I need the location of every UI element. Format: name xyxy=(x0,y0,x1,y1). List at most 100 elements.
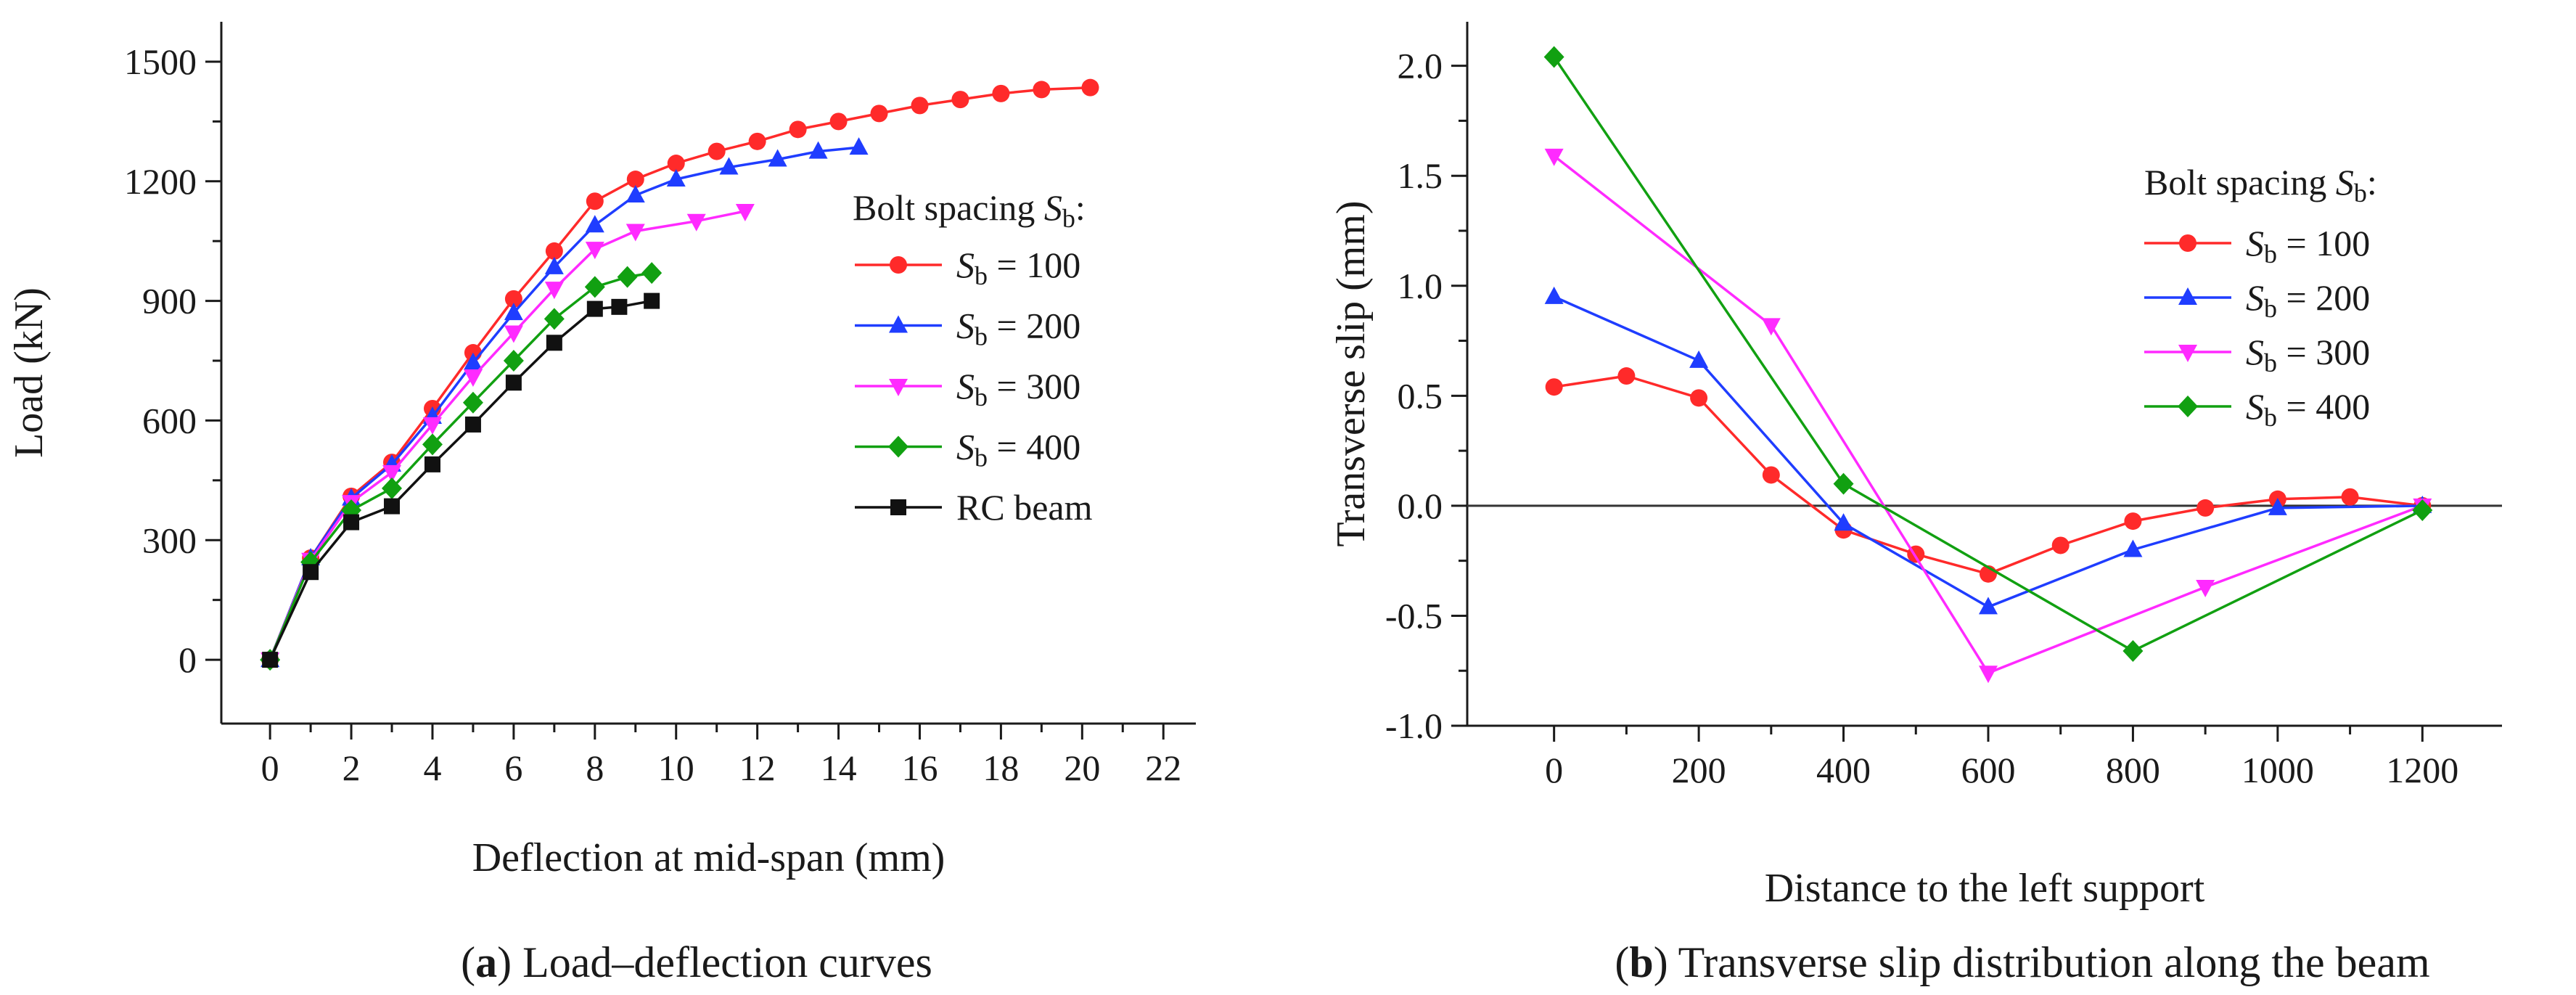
data-point xyxy=(503,350,524,372)
data-point xyxy=(2122,639,2144,662)
x-tick-label: 1200 xyxy=(2386,750,2458,790)
data-point xyxy=(686,213,706,232)
x-tick-label: 2 xyxy=(342,748,361,788)
data-point xyxy=(382,477,403,499)
data-point xyxy=(585,242,604,260)
data-point xyxy=(2412,499,2433,521)
data-point xyxy=(707,142,726,160)
legend-marker xyxy=(2179,234,2196,252)
data-point xyxy=(667,155,685,173)
series-200 xyxy=(261,137,869,668)
y-tick-label: 1200 xyxy=(124,161,197,202)
data-point xyxy=(422,433,443,456)
y-tick-label: 2.0 xyxy=(1398,46,1443,86)
series-300 xyxy=(261,203,755,671)
legend-marker xyxy=(888,435,908,458)
data-point xyxy=(2196,580,2215,598)
legend-entry-label: RC beam xyxy=(956,487,1093,528)
y-tick-label: 600 xyxy=(142,400,197,441)
legend-entry-label: Sb = 100 xyxy=(2246,223,2370,269)
x-tick-label: 10 xyxy=(658,748,694,788)
legend: Bolt spacing Sb: Sb = 100 Sb = 200 Sb = 300… xyxy=(2144,162,2377,432)
data-point xyxy=(870,105,888,123)
x-axis-label: Distance to the left support xyxy=(1765,866,2205,911)
data-point xyxy=(644,292,660,309)
data-point xyxy=(992,84,1010,102)
legend-entry-label: Sb = 200 xyxy=(956,306,1080,351)
data-point xyxy=(1689,350,1709,368)
x-tick-label: 0 xyxy=(261,748,279,788)
data-point xyxy=(382,464,402,483)
series-400 xyxy=(260,262,663,671)
series-line xyxy=(268,210,746,660)
data-point xyxy=(911,97,929,115)
data-point xyxy=(1544,286,1564,304)
data-point xyxy=(641,262,663,284)
data-point xyxy=(543,308,565,330)
x-tick-label: 12 xyxy=(739,748,776,788)
y-tick-label: 0 xyxy=(179,639,197,680)
y-tick-label: 900 xyxy=(142,281,197,322)
data-point xyxy=(586,300,603,317)
chart-panel-b: 0 200 400 600 800 1000 1200 -1.0 -0.5 0.0 0.5 1.0 1.… xyxy=(1329,22,2502,986)
series-line xyxy=(1553,56,2424,652)
data-point xyxy=(2268,497,2287,515)
data-point xyxy=(768,149,787,167)
data-point xyxy=(424,456,440,472)
legend-marker xyxy=(890,499,906,515)
data-point xyxy=(1978,597,1998,615)
data-point xyxy=(546,335,562,351)
data-point xyxy=(303,564,319,581)
data-point xyxy=(2123,539,2143,557)
data-point xyxy=(2341,488,2359,506)
figure-caption: (b) Transverse slip distribution along t… xyxy=(1615,938,2429,986)
data-point xyxy=(611,298,628,315)
data-point xyxy=(504,290,522,308)
figure-caption: (a) Load–deflection curves xyxy=(461,938,932,986)
data-point xyxy=(829,112,848,131)
data-point xyxy=(1033,81,1051,99)
data-point xyxy=(1543,46,1564,68)
data-point xyxy=(463,369,483,387)
legend-entry-label: Sb = 200 xyxy=(2246,277,2370,323)
legend-entry-label: Sb = 400 xyxy=(956,427,1080,472)
data-point xyxy=(849,137,869,155)
series-rc-beam xyxy=(262,292,660,668)
legend-title: Bolt spacing Sb: xyxy=(853,187,1086,233)
data-point xyxy=(262,652,279,668)
series-line xyxy=(268,146,859,660)
chart-panel-a: 0 2 4 6 8 10 12 14 16 18 20 22 0 300 600 900 1200 1500 Def… xyxy=(7,22,1196,986)
data-point xyxy=(1761,318,1781,336)
x-tick-label: 8 xyxy=(586,748,604,788)
data-point xyxy=(808,141,828,159)
x-tick-label: 6 xyxy=(504,748,522,788)
y-tick-label: -0.5 xyxy=(1385,595,1443,636)
series-line xyxy=(268,271,652,660)
data-point xyxy=(1081,78,1099,97)
data-point xyxy=(343,514,360,531)
x-tick-label: 18 xyxy=(983,748,1019,788)
data-point xyxy=(748,132,766,150)
legend-marker xyxy=(2178,396,2198,417)
data-point xyxy=(951,91,969,109)
data-point xyxy=(1833,472,1854,495)
data-point xyxy=(504,303,523,321)
data-point xyxy=(422,417,442,435)
legend-marker xyxy=(889,315,908,333)
data-point xyxy=(585,215,604,233)
data-point xyxy=(584,276,605,298)
data-point xyxy=(1617,367,1636,385)
x-tick-label: 16 xyxy=(901,748,938,788)
x-tick-label: 20 xyxy=(1064,748,1100,788)
data-point xyxy=(789,120,807,139)
data-point xyxy=(544,282,564,300)
axes xyxy=(220,22,1196,725)
x-tick-label: 400 xyxy=(1816,750,1871,790)
series-200 xyxy=(1544,286,2432,615)
data-point xyxy=(462,391,483,414)
data-point xyxy=(1544,148,1564,166)
data-point xyxy=(719,157,739,175)
data-point xyxy=(666,169,686,187)
data-point xyxy=(625,185,645,203)
axes xyxy=(1466,22,2502,727)
